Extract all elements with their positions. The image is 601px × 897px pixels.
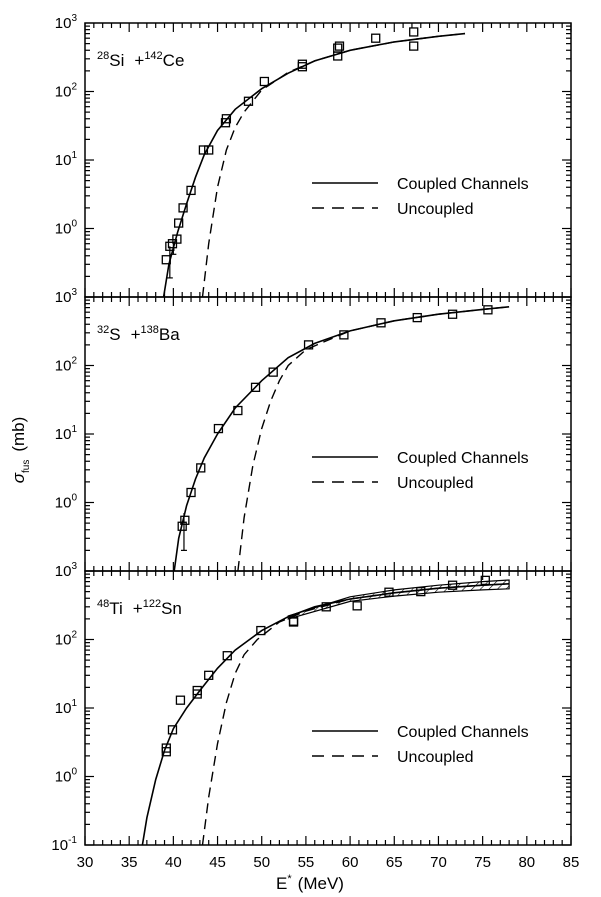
data-point bbox=[412, 312, 422, 323]
legend-coupled-label: Coupled Channels bbox=[397, 176, 529, 193]
plot-frame bbox=[84, 22, 572, 298]
panel-reaction-title: 32S +138Ba bbox=[97, 324, 180, 344]
x-tick-label: 35 bbox=[121, 854, 138, 871]
legend-coupled-label: Coupled Channels bbox=[397, 450, 529, 467]
data-point bbox=[288, 616, 299, 626]
data-point bbox=[376, 318, 386, 328]
y-tick-label: 102 bbox=[55, 630, 78, 649]
legend-uncoupled-label: Uncoupled bbox=[397, 201, 474, 218]
chart-panel-3: 10-1 100 101 102 103 48Ti +122Sn Coupled Channe… bbox=[51, 561, 572, 854]
plot-frame bbox=[84, 570, 572, 846]
data-point bbox=[161, 743, 171, 753]
x-tick-label: 60 bbox=[342, 854, 359, 871]
data-point bbox=[177, 521, 187, 531]
data-point bbox=[483, 305, 493, 315]
data-point bbox=[339, 330, 349, 340]
x-tick-label: 80 bbox=[518, 854, 535, 871]
data-point bbox=[409, 27, 419, 37]
data-point bbox=[297, 59, 308, 69]
data-point bbox=[233, 405, 243, 416]
x-tick-label: 30 bbox=[77, 854, 94, 871]
y-axis-label-unit: (mb) bbox=[9, 417, 28, 452]
y-tick-label: 101 bbox=[55, 424, 78, 443]
data-point bbox=[334, 41, 345, 51]
data-point bbox=[161, 255, 171, 265]
data-point bbox=[204, 145, 214, 155]
x-axis-label: E* (MeV) bbox=[276, 873, 344, 893]
y-axis-label-subscript: fus bbox=[21, 460, 32, 473]
y-tick-label: 103 bbox=[55, 13, 78, 32]
y-tick-label: 100 bbox=[55, 767, 78, 786]
data-point bbox=[204, 670, 214, 680]
data-point bbox=[178, 203, 188, 213]
data-point bbox=[222, 651, 232, 661]
data-point bbox=[174, 218, 184, 228]
data-point bbox=[243, 96, 254, 106]
data-point bbox=[371, 33, 381, 43]
panel-reaction-title: 28Si +142Ce bbox=[97, 50, 184, 70]
y-tick-label: 103 bbox=[55, 287, 78, 306]
x-tick-label: 65 bbox=[386, 854, 403, 871]
panel-reaction-title: 48Ti +122Sn bbox=[97, 598, 182, 618]
data-point bbox=[192, 685, 202, 696]
y-tick-label: 10-1 bbox=[51, 835, 77, 854]
y-tick-label: 101 bbox=[55, 150, 78, 169]
x-tick-label: 45 bbox=[209, 854, 226, 871]
data-point bbox=[165, 241, 175, 251]
data-point bbox=[198, 145, 209, 155]
x-tick-label: 85 bbox=[563, 854, 580, 871]
data-point bbox=[384, 587, 394, 597]
uncoupled-curve bbox=[237, 306, 510, 571]
x-tick-label: 50 bbox=[253, 854, 270, 871]
data-point bbox=[321, 602, 331, 612]
data-point bbox=[172, 234, 182, 244]
coupled-channels-curve bbox=[141, 583, 510, 845]
data-point bbox=[221, 114, 232, 124]
data-point bbox=[333, 43, 343, 53]
data-point bbox=[186, 185, 196, 196]
y-axis-label: σfus (mb) bbox=[9, 417, 32, 484]
data-point bbox=[352, 601, 362, 611]
data-point bbox=[480, 575, 490, 586]
y-tick-label: 102 bbox=[55, 82, 78, 101]
data-point bbox=[409, 41, 419, 51]
data-point bbox=[186, 487, 196, 498]
legend-uncoupled-label: Uncoupled bbox=[397, 749, 474, 766]
x-tick-label: 70 bbox=[430, 854, 447, 871]
x-tick-label: 40 bbox=[165, 854, 182, 871]
data-point bbox=[447, 309, 458, 319]
data-point bbox=[250, 382, 261, 392]
uncoupled-curve bbox=[201, 583, 510, 845]
data-point bbox=[259, 76, 270, 87]
legend-uncoupled-label: Uncoupled bbox=[397, 475, 474, 492]
data-point bbox=[196, 463, 206, 473]
legend-coupled-label: Coupled Channels bbox=[397, 724, 529, 741]
y-axis-label-symbol: σ bbox=[9, 472, 28, 483]
coupled-channels-curve bbox=[173, 306, 510, 571]
data-point bbox=[213, 423, 224, 434]
coupled-channels-curve bbox=[162, 32, 466, 297]
data-point bbox=[175, 695, 186, 705]
x-axis-label-unit: (MeV) bbox=[298, 874, 344, 893]
y-tick-label: 103 bbox=[55, 561, 78, 580]
y-tick-label: 102 bbox=[55, 356, 78, 375]
x-axis-label-symbol: E bbox=[276, 874, 287, 893]
uncoupled-curve bbox=[201, 32, 466, 297]
x-tick-label: 55 bbox=[298, 854, 315, 871]
data-point bbox=[447, 580, 458, 590]
data-point bbox=[256, 625, 266, 636]
x-tick-label: 75 bbox=[474, 854, 491, 871]
data-point bbox=[268, 367, 278, 377]
chart-panel-2: 100 101 102 103 32S +138Ba Coupled Channels Unc… bbox=[55, 287, 572, 572]
data-point bbox=[167, 725, 178, 735]
y-tick-label: 100 bbox=[55, 493, 78, 512]
y-tick-label: 101 bbox=[55, 698, 78, 717]
data-point bbox=[180, 515, 190, 525]
chart-panel-1: 100 101 102 103 28Si +142Ce Coupled Channels Un… bbox=[55, 13, 572, 298]
data-point bbox=[303, 340, 314, 350]
y-tick-label: 100 bbox=[55, 219, 78, 238]
x-axis-label-superscript: * bbox=[287, 873, 292, 885]
data-point bbox=[416, 586, 426, 597]
